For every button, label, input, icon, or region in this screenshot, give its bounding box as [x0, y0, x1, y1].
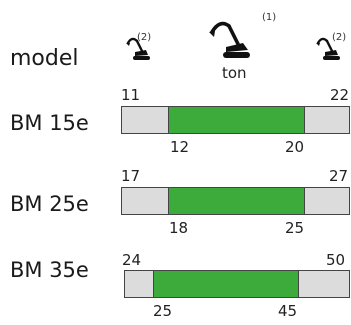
- excavator-icon: [209, 21, 250, 58]
- range-bar: [121, 106, 350, 134]
- small-excavator-icon: [126, 37, 150, 60]
- range-bar: [121, 187, 350, 215]
- inner-max: 20: [285, 138, 305, 156]
- outer-max: 50: [326, 251, 346, 269]
- outer-min: 11: [121, 86, 141, 104]
- operating-range-fill: [168, 187, 305, 215]
- note-right: (2): [332, 32, 347, 43]
- model-name: BM 25e: [10, 192, 89, 216]
- operating-range-fill: [168, 106, 305, 134]
- small-excavator-icon: [316, 37, 340, 60]
- header-model-label: model: [10, 46, 79, 71]
- outer-min: 17: [121, 167, 141, 185]
- outer-min: 24: [122, 251, 142, 269]
- note-left: (2): [137, 32, 152, 43]
- inner-min: 12: [170, 138, 190, 156]
- inner-min: 18: [169, 219, 189, 237]
- inner-max: 25: [285, 219, 305, 237]
- outer-max: 27: [329, 167, 349, 185]
- inner-min: 25: [153, 302, 173, 320]
- note-center: (1): [262, 12, 277, 23]
- range-bar: [124, 270, 350, 298]
- operating-range-fill: [153, 270, 299, 298]
- model-name: BM 15e: [10, 111, 89, 135]
- unit-label: ton: [222, 64, 247, 82]
- outer-max: 22: [330, 86, 350, 104]
- model-name: BM 35e: [10, 258, 89, 282]
- inner-max: 45: [278, 302, 298, 320]
